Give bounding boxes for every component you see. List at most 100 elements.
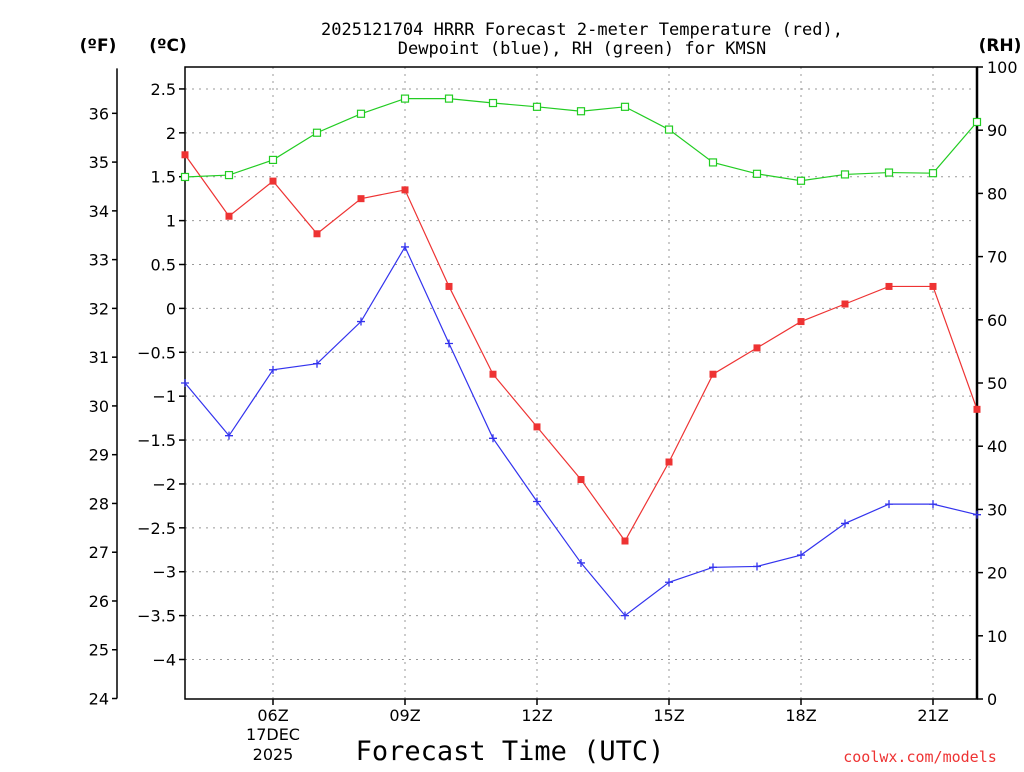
rh-point (664, 125, 674, 134)
rh-tick-label: 0 (987, 690, 997, 709)
dewpoint-point (797, 551, 805, 560)
fahrenheit-tick-label: 25 (89, 641, 109, 660)
rh-tick-label: 90 (987, 121, 1007, 140)
dewpoint-point (885, 500, 893, 509)
fahrenheit-tick-label: 33 (89, 251, 109, 270)
2-meter-temperature-point (489, 370, 497, 378)
rh-tick-label: 70 (987, 248, 1007, 267)
dewpoint-point (709, 563, 717, 572)
2-meter-temperature-point (401, 186, 409, 194)
2-meter-temperature-point (665, 458, 673, 466)
celsius-tick-label: −2.5 (137, 519, 176, 538)
x-axis-title: Forecast Time (UTC) (356, 736, 665, 767)
rh-point (708, 158, 718, 167)
2-meter-temperature-point (225, 212, 233, 220)
dewpoint-point (577, 558, 585, 567)
plot-frame (184, 66, 978, 700)
fahrenheit-tick-label: 24 (89, 690, 109, 709)
2-meter-temperature-point (533, 423, 541, 431)
celsius-tick-label: −3 (152, 563, 176, 582)
rh-point (576, 107, 586, 116)
2-meter-temperature-point (577, 476, 585, 484)
dewpoint-point (401, 242, 409, 251)
2-meter-temperature-point (445, 282, 453, 290)
fahrenheit-tick-label: 31 (89, 348, 109, 367)
fahrenheit-tick-label: 35 (89, 153, 109, 172)
chart-title-line1: 2025121704 HRRR Forecast 2-meter Tempera… (321, 20, 843, 40)
2-meter-temperature-point (797, 318, 805, 326)
fahrenheit-tick-label: 34 (89, 202, 109, 221)
2-meter-temperature-point (929, 282, 937, 290)
dewpoint-point (181, 379, 189, 387)
rh-point (444, 94, 454, 103)
rh-point (356, 109, 366, 118)
dewpoint-point (445, 339, 453, 348)
celsius-tick-label: −2 (152, 475, 176, 494)
date-label-year: 2025 (253, 745, 294, 764)
2-meter-temperature-point (885, 282, 893, 290)
dewpoint-point (533, 497, 541, 506)
fahrenheit-tick-label: 36 (89, 104, 109, 123)
fahrenheit-tick-label: 29 (89, 446, 109, 465)
2-meter-temperature-point (181, 151, 189, 159)
dewpoint-point (489, 434, 497, 443)
rh-unit-label: (RH) (979, 36, 1022, 56)
grid-lines (185, 67, 977, 699)
x-tick-label: 21Z (917, 706, 948, 725)
celsius-tick-label: 0 (166, 299, 176, 318)
rh-point (796, 176, 806, 185)
2-meter-temperature-point (621, 537, 629, 545)
fahrenheit-tick-label: 30 (89, 397, 109, 416)
dewpoint-point (753, 562, 761, 571)
celsius-tick-label: 2.5 (151, 80, 176, 99)
rh-point (532, 102, 542, 111)
dewpoint-point (665, 578, 673, 587)
celsius-tick-label: −1 (152, 387, 176, 406)
dewpoint-point (269, 365, 277, 374)
rh-tick-label: 50 (987, 374, 1007, 393)
rh-point (972, 117, 982, 127)
fahrenheit-tick-label: 27 (89, 543, 109, 562)
rh-tick-label: 30 (987, 500, 1007, 519)
celsius-tick-label: −1.5 (137, 431, 176, 450)
2-meter-temperature-point (709, 370, 717, 378)
x-tick-label: 09Z (389, 706, 420, 725)
dewpoint-point (313, 359, 321, 368)
dewpoint-point (973, 510, 981, 519)
celsius-tick-label: −0.5 (137, 343, 176, 362)
celsius-tick-label: −4 (152, 651, 176, 670)
2-meter-temperature-point (357, 195, 365, 203)
2-meter-temperature-point (313, 230, 321, 238)
x-tick-label: 18Z (785, 706, 816, 725)
fahrenheit-tick-label: 26 (89, 592, 109, 611)
2-meter-temperature-point (973, 405, 981, 413)
fahrenheit-unit-label: (ºF) (80, 36, 117, 56)
rh-point (400, 94, 410, 103)
dewpoint-point (929, 500, 937, 509)
rh-tick-label: 20 (987, 564, 1007, 583)
2-meter-temperature-point (841, 300, 849, 308)
celsius-unit-label: (ºC) (149, 36, 187, 56)
rh-point (884, 168, 894, 177)
x-tick-label: 15Z (653, 706, 684, 725)
rh-point (840, 170, 850, 179)
rh-tick-label: 10 (987, 627, 1007, 646)
dewpoint-point (841, 519, 849, 528)
celsius-tick-label: −3.5 (137, 607, 176, 626)
celsius-tick-label: 2 (166, 124, 176, 143)
axes: 36 35 34 33 32 31 30 29 28 27 26 25 24 2.5 2 1.5 1 0.5 0 −0… (89, 58, 1018, 725)
rh-point (180, 172, 190, 182)
date-label-day: 17DEC (246, 725, 300, 744)
celsius-tick-label: 1.5 (151, 168, 176, 187)
rh-point (928, 169, 938, 178)
rh-point (620, 102, 630, 111)
rh-tick-label: 40 (987, 437, 1007, 456)
rh-tick-label: 80 (987, 184, 1007, 203)
rh-point (268, 155, 278, 165)
chart-title-line2: Dewpoint (blue), RH (green) for KMSN (398, 39, 766, 59)
dewpoint-point (357, 317, 365, 326)
rh-tick-label: 100 (987, 58, 1018, 77)
rh-point (488, 98, 498, 108)
